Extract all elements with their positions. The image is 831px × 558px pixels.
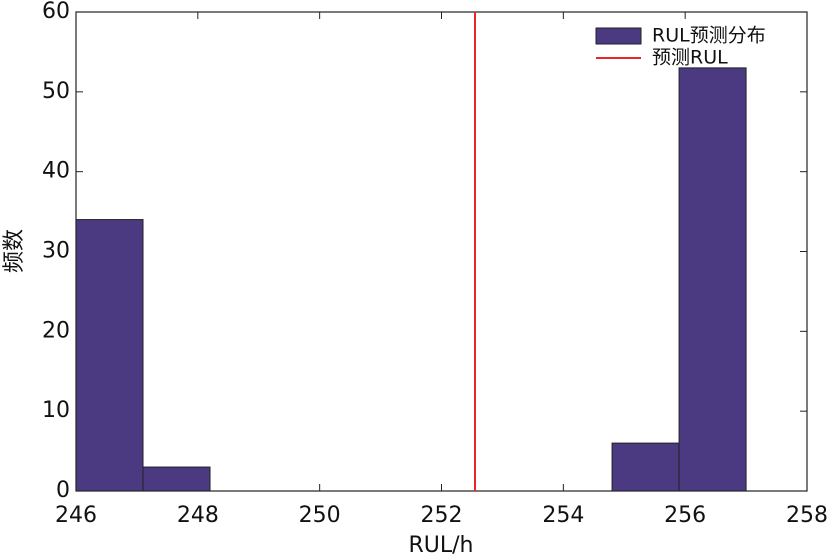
- x-tick-label: 252: [421, 503, 463, 528]
- y-tick-label: 40: [42, 159, 70, 184]
- y-tick-label: 0: [56, 478, 70, 503]
- y-tick-label: 10: [42, 398, 70, 423]
- y-tick-label: 60: [42, 0, 70, 24]
- x-axis-label: RUL/h: [408, 533, 473, 558]
- histogram-bar: [611, 442, 680, 492]
- x-tick-label: 246: [55, 503, 97, 528]
- y-tick-label: 30: [42, 239, 70, 264]
- x-tick-label: 256: [664, 503, 706, 528]
- histogram-bar: [678, 67, 747, 492]
- legend-swatch: [595, 27, 642, 45]
- legend-label: RUL预测分布: [652, 25, 766, 47]
- x-tick-label: 254: [542, 503, 584, 528]
- y-axis-label: 频数: [2, 229, 27, 273]
- x-tick-label: 248: [177, 503, 219, 528]
- x-tick-label: 250: [299, 503, 341, 528]
- histogram-bar: [142, 466, 211, 492]
- y-tick-label: 20: [42, 318, 70, 343]
- y-tick-label: 50: [42, 79, 70, 104]
- legend-label: 预测RUL: [652, 47, 728, 69]
- x-tick-label: 258: [786, 503, 828, 528]
- histogram-bar: [75, 219, 144, 492]
